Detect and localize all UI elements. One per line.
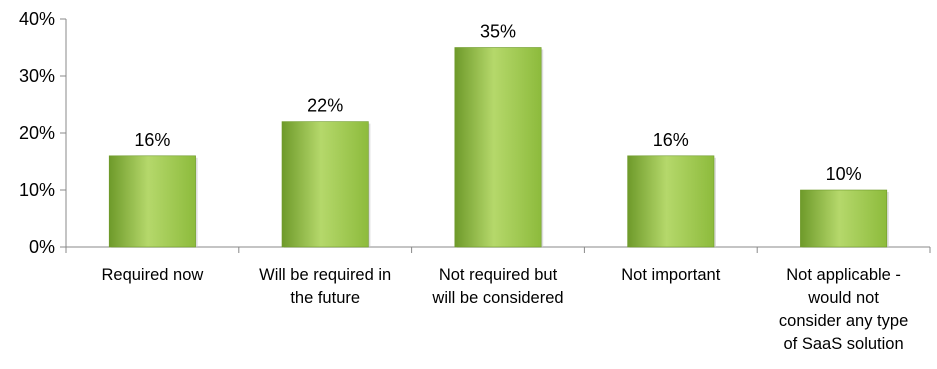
x-tick-label: Not important <box>621 266 720 284</box>
data-label: 10% <box>826 164 862 184</box>
x-tick-label: of SaaS solution <box>784 335 904 353</box>
x-tick-label: Will be required in <box>259 266 391 284</box>
y-tick-label: 0% <box>29 237 55 257</box>
y-tick-label: 10% <box>19 180 55 200</box>
data-label: 16% <box>134 130 170 150</box>
data-label: 16% <box>653 130 689 150</box>
x-tick-label: consider any type <box>779 312 908 330</box>
x-tick-label: Not applicable - <box>786 266 901 284</box>
y-tick-label: 40% <box>19 9 55 29</box>
bar <box>454 47 542 248</box>
x-tick-label: will be considered <box>431 289 563 307</box>
bar <box>627 155 715 248</box>
x-tick-label: would not <box>807 289 879 307</box>
data-label: 22% <box>307 96 343 116</box>
labels: 16% Required now 22% Will be required in the… <box>101 22 908 354</box>
bar <box>281 121 369 248</box>
bar <box>108 155 196 248</box>
bars <box>108 47 889 248</box>
y-tick-label: 30% <box>19 66 55 86</box>
data-label: 35% <box>480 22 516 42</box>
x-tick-label: the future <box>290 289 360 307</box>
x-tick-label: Not required but <box>439 266 558 284</box>
bar <box>800 189 888 248</box>
y-tick-label: 20% <box>19 123 55 143</box>
axes: 0% 10% 20% 30% 40% <box>19 9 931 257</box>
x-tick-label: Required now <box>101 266 203 284</box>
